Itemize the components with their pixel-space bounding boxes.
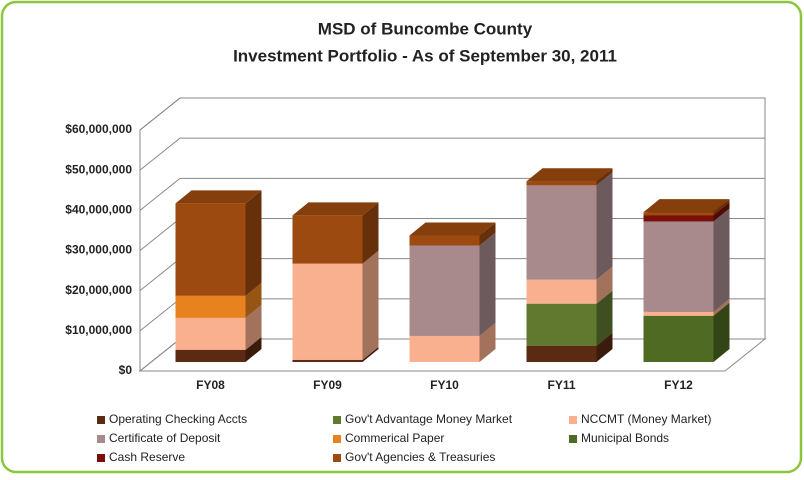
legend-label: Cash Reserve xyxy=(109,450,185,464)
bar-side xyxy=(245,304,262,350)
bar xyxy=(526,279,597,304)
x-tick-label: FY08 xyxy=(196,378,225,392)
bar-side xyxy=(713,298,730,316)
bar-side xyxy=(713,202,730,222)
bar xyxy=(292,215,363,264)
chart-subtitle: Investment Portfolio - As of September 3… xyxy=(233,46,617,65)
legend-label: NCCMT (Money Market) xyxy=(581,412,711,426)
bar xyxy=(643,221,714,312)
bar-top xyxy=(526,168,613,182)
bar xyxy=(526,181,597,186)
bar-side xyxy=(713,208,730,312)
grid-line xyxy=(139,137,765,171)
legend-label: Gov't Advantage Money Market xyxy=(345,412,513,426)
bar-side xyxy=(362,250,379,360)
bar-side xyxy=(596,266,613,304)
bar xyxy=(292,359,363,362)
bar xyxy=(175,317,246,350)
y-tick-label: $40,000,000 xyxy=(65,203,132,217)
bar-side xyxy=(245,282,262,318)
bar-top xyxy=(292,202,379,216)
y-tick-label: $50,000,000 xyxy=(65,162,132,176)
x-tick-label: FY11 xyxy=(547,378,575,392)
bar xyxy=(175,203,246,296)
legend-swatch xyxy=(333,454,341,462)
bar xyxy=(643,212,714,216)
bar xyxy=(643,315,714,362)
bar xyxy=(409,245,480,336)
y-tick-label: $30,000,000 xyxy=(65,243,132,257)
legend-swatch xyxy=(569,435,577,443)
bar-side xyxy=(245,336,262,362)
bar-top xyxy=(409,222,496,236)
bar-side xyxy=(479,232,496,336)
bar xyxy=(409,235,480,246)
chart-title: MSD of Buncombe County xyxy=(318,19,533,38)
bar-top xyxy=(643,199,730,213)
bar xyxy=(526,345,597,362)
y-tick-label: $20,000,000 xyxy=(65,283,132,297)
bar-side xyxy=(362,346,379,362)
bar xyxy=(292,263,363,360)
grid-line xyxy=(139,97,765,131)
legend-swatch xyxy=(97,416,105,424)
y-tick-label: $10,000,000 xyxy=(65,323,132,337)
bar-side xyxy=(713,199,730,216)
legend-swatch xyxy=(97,454,105,462)
bar xyxy=(526,185,597,280)
legend-swatch xyxy=(333,435,341,443)
x-tick-label: FY10 xyxy=(430,378,459,392)
bar-top xyxy=(175,190,262,204)
legend-label: Certificate of Deposit xyxy=(109,431,221,445)
legend-swatch xyxy=(97,435,105,443)
bar-side xyxy=(245,190,262,296)
legend-swatch xyxy=(333,416,341,424)
legend-label: Gov't Agencies & Treasuries xyxy=(345,450,495,464)
bar xyxy=(526,303,597,346)
bar xyxy=(643,311,714,316)
bar xyxy=(409,335,480,362)
bar xyxy=(175,295,246,318)
legend-label: Operating Checking Accts xyxy=(109,412,247,426)
x-tick-label: FY12 xyxy=(664,378,693,392)
bar-side xyxy=(713,302,730,362)
legend-swatch xyxy=(569,416,577,424)
legend-label: Commerical Paper xyxy=(345,431,444,445)
bar-side xyxy=(362,202,379,264)
y-tick-label: $0 xyxy=(119,363,133,377)
bar-side xyxy=(596,168,613,186)
legend-label: Municipal Bonds xyxy=(581,431,669,445)
bar-side xyxy=(596,172,613,280)
bar-side xyxy=(479,222,496,246)
bar-side xyxy=(596,332,613,362)
bar xyxy=(643,215,714,222)
bar-side xyxy=(596,290,613,346)
bar xyxy=(175,349,246,362)
bar-side xyxy=(479,322,496,362)
y-tick-label: $60,000,000 xyxy=(65,122,132,136)
x-tick-label: FY09 xyxy=(313,378,342,392)
